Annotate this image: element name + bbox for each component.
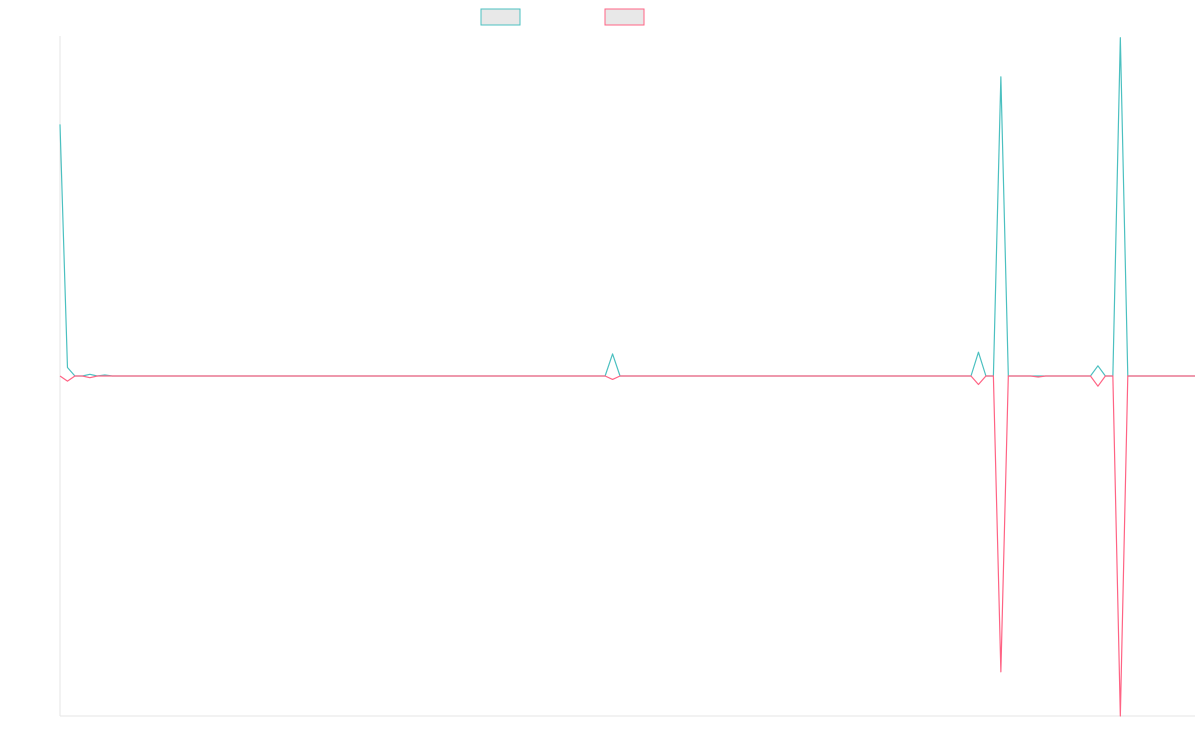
legend (480, 8, 645, 26)
series-line-1 (59, 37, 1195, 377)
series-group (59, 37, 1195, 717)
series-line-2 (59, 375, 1195, 717)
legend-swatch-1[interactable] (480, 8, 521, 26)
legend-swatch-2[interactable] (604, 8, 645, 26)
